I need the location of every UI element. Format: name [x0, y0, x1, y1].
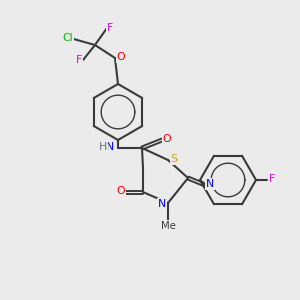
Text: O: O	[117, 186, 125, 196]
Text: F: F	[76, 55, 82, 65]
Text: N: N	[158, 199, 166, 209]
Text: N: N	[106, 142, 114, 152]
Text: H: H	[99, 142, 107, 152]
Text: F: F	[107, 23, 113, 33]
Text: N: N	[206, 179, 214, 189]
Text: Cl: Cl	[63, 33, 73, 43]
Text: O: O	[163, 134, 171, 144]
Text: S: S	[170, 154, 178, 164]
Text: Me: Me	[160, 221, 175, 231]
Text: O: O	[117, 52, 125, 62]
Text: F: F	[269, 174, 275, 184]
